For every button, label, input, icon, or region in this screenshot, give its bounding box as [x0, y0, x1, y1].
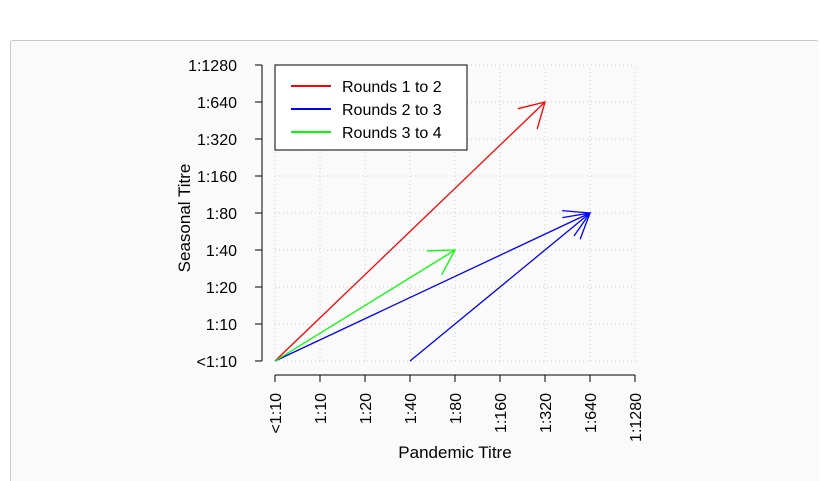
- arrow-shaft: [274, 101, 546, 362]
- x-tick-label: 1:640: [583, 393, 600, 433]
- y-tick-label: 1:20: [206, 280, 237, 297]
- y-tick-label: 1:640: [197, 95, 237, 112]
- figure: <1:10 1:10 1:20 1:40 1:80 1:160 1:320 1:640 1:12…: [10, 40, 819, 481]
- legend-label: Rounds 1 to 2: [342, 79, 442, 96]
- arrow-shaft: [274, 212, 591, 362]
- y-tick-label: 1:80: [206, 206, 237, 223]
- axes: <1:10 1:10 1:20 1:40 1:80 1:160 1:320 1:640 1:12…: [188, 58, 645, 442]
- y-tick-label: 1:160: [197, 169, 237, 186]
- y-tick-label: 1:40: [206, 243, 237, 260]
- arrow-chart: <1:10 1:10 1:20 1:40 1:80 1:160 1:320 1:640 1:12…: [175, 58, 645, 462]
- legend: Rounds 1 to 2 Rounds 2 to 3 Rounds 3 to 4: [274, 64, 468, 151]
- y-axis-label: Seasonal Titre: [175, 164, 194, 273]
- legend-label: Rounds 2 to 3: [342, 102, 442, 119]
- x-tick-label: <1:10: [268, 393, 285, 434]
- arrows: [274, 101, 592, 362]
- x-tick-label: 1:320: [538, 393, 555, 433]
- arrow-head: [426, 249, 457, 275]
- arrow-head: [562, 212, 592, 240]
- y-tick-label: 1:1280: [188, 58, 237, 75]
- arrow-shaft: [274, 249, 456, 362]
- x-tick-label: 1:40: [403, 393, 420, 424]
- y-tick-label: 1:10: [206, 317, 237, 334]
- x-tick-label: 1:1280: [628, 393, 645, 442]
- x-tick-label: 1:20: [358, 393, 375, 424]
- arrow-head: [517, 101, 546, 130]
- x-tick-label: 1:80: [448, 393, 465, 424]
- legend-label: Rounds 3 to 4: [342, 125, 442, 142]
- x-axis-label: Pandemic Titre: [398, 443, 511, 462]
- y-tick-label: 1:320: [197, 132, 237, 149]
- legend-box: [274, 64, 468, 151]
- y-tick-label: <1:10: [197, 354, 238, 371]
- arrow-shaft: [409, 212, 591, 362]
- x-tick-label: 1:160: [493, 393, 510, 433]
- x-tick-label: 1:10: [313, 393, 330, 424]
